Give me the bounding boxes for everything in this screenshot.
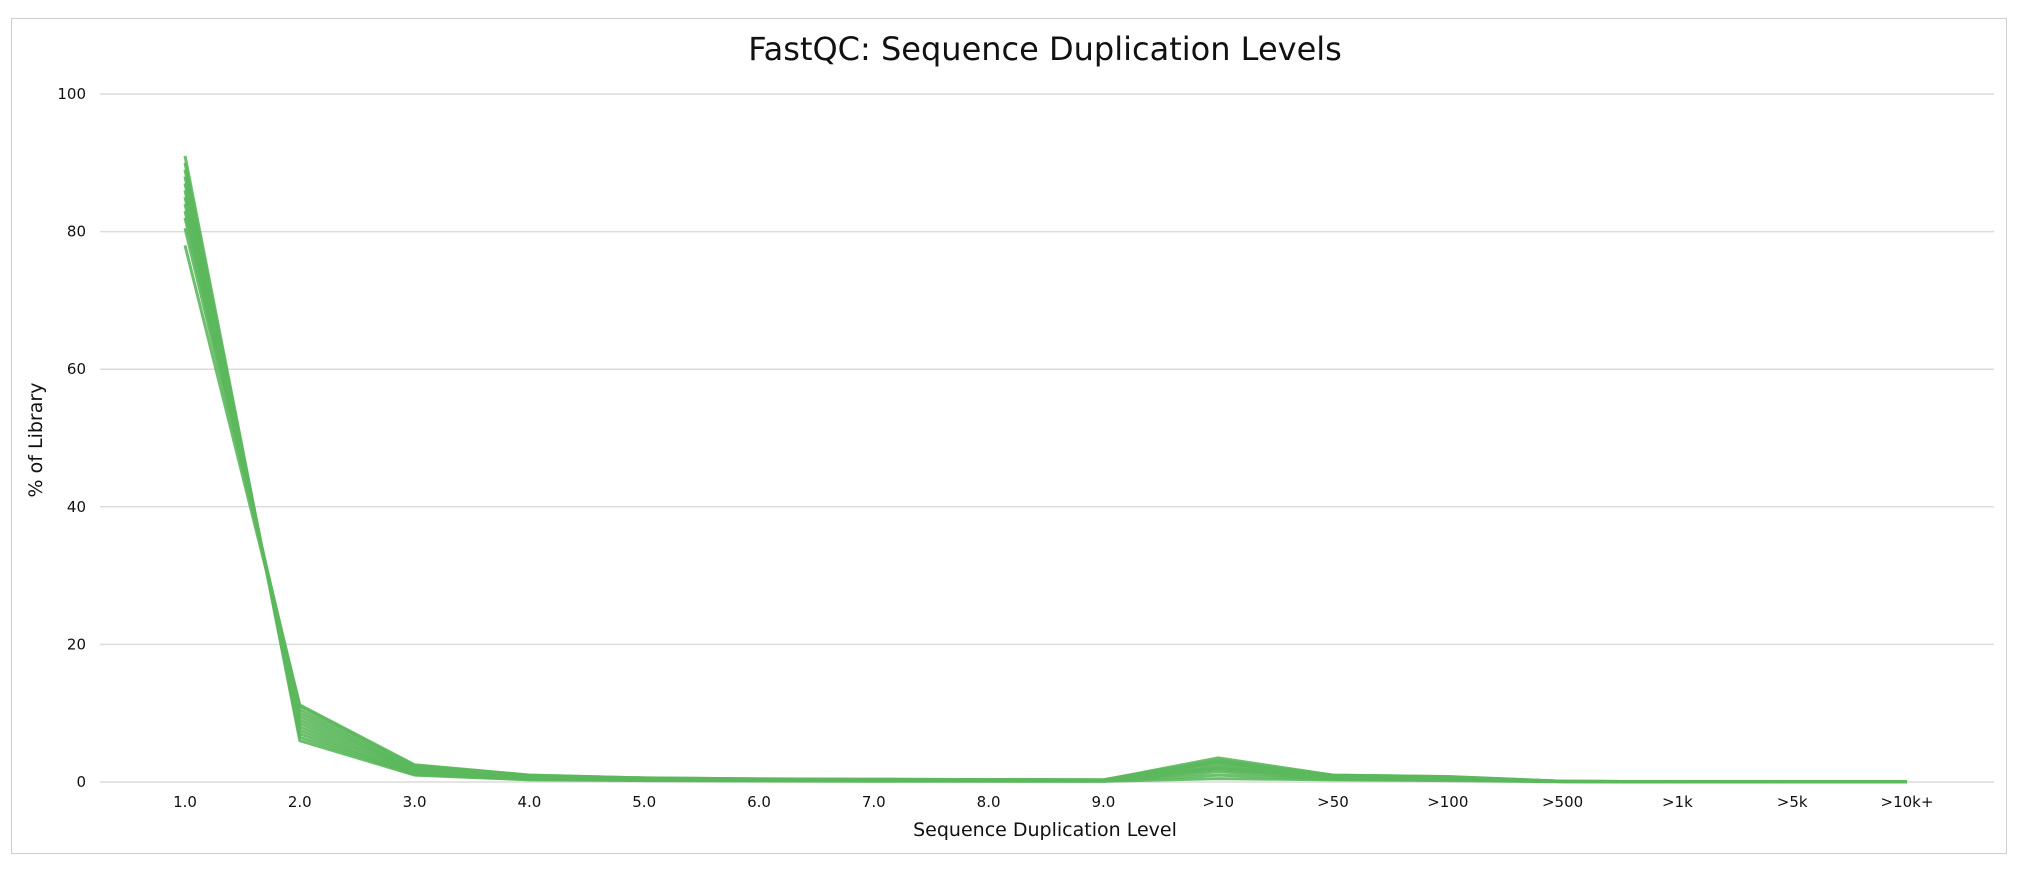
x-tick-label: 6.0: [747, 793, 771, 811]
chart-title: FastQC: Sequence Duplication Levels: [748, 30, 1342, 68]
x-axis-label: Sequence Duplication Level: [913, 819, 1177, 841]
y-tick-label: 40: [67, 498, 86, 516]
x-tick-label: >10: [1202, 793, 1234, 811]
y-tick-labels: 0 20 40 60 80 100: [57, 85, 86, 791]
y-tick-label: 0: [76, 773, 86, 791]
series-line-9: [183, 210, 1907, 784]
x-tick-label: 5.0: [632, 793, 656, 811]
series-group: [183, 155, 1907, 784]
series-line-7: [183, 196, 1907, 784]
x-tick-label: 3.0: [403, 793, 427, 811]
series-line-6: [183, 189, 1907, 784]
x-tick-label: 7.0: [862, 793, 886, 811]
y-tick-label: 80: [67, 223, 86, 241]
x-tick-label: >10k+: [1881, 793, 1934, 811]
x-tick-label: 2.0: [288, 793, 312, 811]
series-line-1: [183, 155, 1907, 784]
x-tick-label: >5k: [1777, 793, 1808, 811]
series-line-8: [183, 203, 1907, 784]
series-line-2: [183, 162, 1907, 784]
x-tick-label: >500: [1542, 793, 1583, 811]
series-line-3: [183, 169, 1907, 784]
chart-frame: 0 20 40 60 80 100 1.0 2.0 3.0 4.0 5.0 6.0 7.0 8.0 9.0…: [11, 18, 2007, 854]
x-tick-label: 1.0: [173, 793, 197, 811]
y-tick-label: 60: [67, 360, 86, 378]
x-tick-label: >100: [1427, 793, 1468, 811]
series-line-4: [183, 176, 1907, 784]
series-line-5: [183, 183, 1907, 784]
grid: [100, 93, 1994, 783]
x-tick-label: >1k: [1662, 793, 1693, 811]
chart: 0 20 40 60 80 100 1.0 2.0 3.0 4.0 5.0 6.0 7.0 8.0 9.0…: [25, 30, 1994, 841]
x-tick-label: >50: [1317, 793, 1349, 811]
x-tick-labels: 1.0 2.0 3.0 4.0 5.0 6.0 7.0 8.0 9.0 >10 >50 >100 >50…: [173, 793, 1933, 811]
x-tick-label: 8.0: [977, 793, 1001, 811]
series-line-10: [183, 217, 1907, 784]
x-tick-label: 4.0: [517, 793, 541, 811]
y-axis-label: % of Library: [25, 383, 47, 498]
x-tick-label: 9.0: [1091, 793, 1115, 811]
series-line-11: [183, 227, 1907, 784]
series-line-12: [183, 245, 1907, 784]
y-tick-label: 100: [57, 85, 86, 103]
y-tick-label: 20: [67, 635, 86, 653]
